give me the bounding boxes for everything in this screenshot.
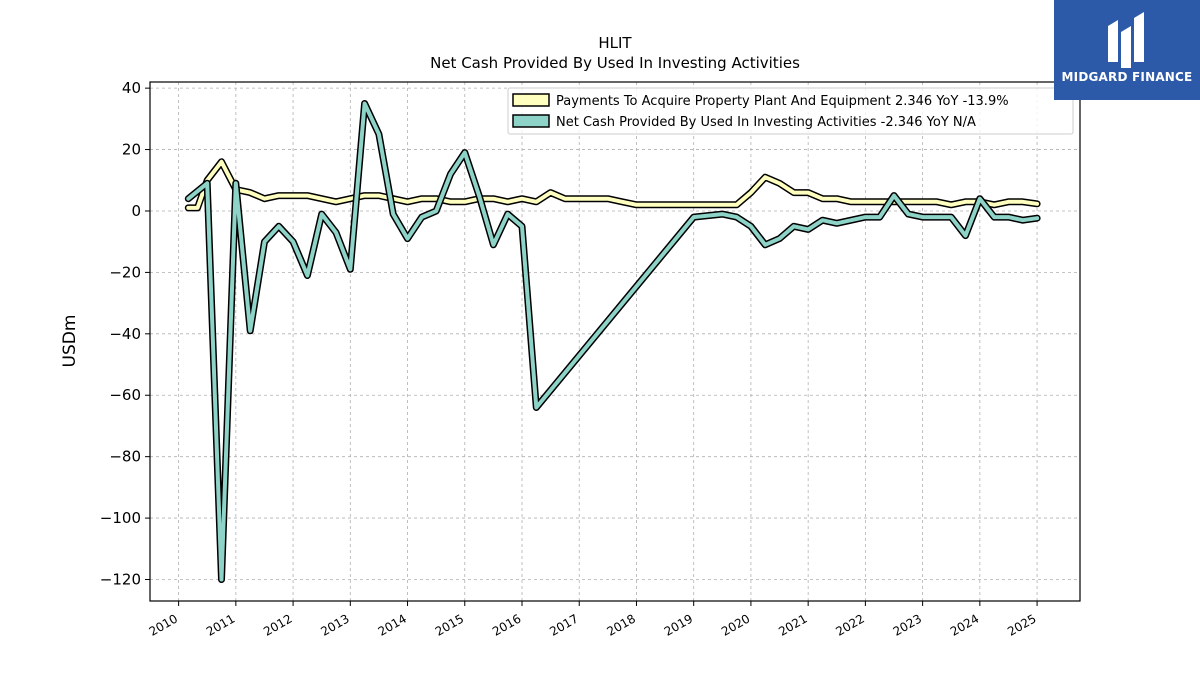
x-tick-label: 2022 bbox=[833, 611, 866, 638]
brand-logo: MIDGARD FINANCE bbox=[1054, 0, 1200, 100]
y-tick-label: −100 bbox=[100, 509, 141, 527]
x-tick-label: 2011 bbox=[204, 611, 237, 638]
x-tick-label: 2024 bbox=[948, 611, 981, 638]
y-tick-label: −40 bbox=[109, 325, 141, 343]
x-tick-label: 2020 bbox=[719, 611, 752, 638]
x-tick-label: 2018 bbox=[605, 611, 638, 638]
x-tick-label: 2012 bbox=[261, 611, 294, 638]
x-tick-label: 2025 bbox=[1005, 611, 1038, 638]
y-tick-label: −120 bbox=[100, 571, 141, 589]
legend-label-payments: Payments To Acquire Property Plant And E… bbox=[556, 94, 1009, 109]
y-tick-label: −60 bbox=[109, 386, 141, 404]
y-tick-label: 0 bbox=[131, 202, 141, 220]
legend-label-net-cash: Net Cash Provided By Used In Investing A… bbox=[556, 115, 976, 130]
series-line-0 bbox=[186, 159, 1040, 210]
legend-swatch-payments bbox=[512, 93, 550, 107]
chart-title: HLIT bbox=[598, 34, 632, 52]
series-outline-1 bbox=[184, 100, 1041, 583]
x-tick-label: 2016 bbox=[490, 611, 523, 638]
series-line-1 bbox=[186, 101, 1040, 582]
y-axis-label: USDm bbox=[60, 315, 80, 368]
logo-text: MIDGARD FINANCE bbox=[1061, 70, 1193, 84]
legend-swatch-net-cash bbox=[512, 114, 550, 128]
x-tick-label: 2013 bbox=[318, 611, 351, 638]
y-tick-label: 20 bbox=[122, 141, 141, 159]
x-tick-label: 2015 bbox=[433, 611, 466, 638]
legend: Payments To Acquire Property Plant And E… bbox=[507, 87, 1074, 135]
y-tick-label: 40 bbox=[122, 79, 141, 97]
x-tick-label: 2019 bbox=[662, 611, 695, 638]
x-tick-label: 2014 bbox=[376, 611, 409, 638]
y-tick-label: −20 bbox=[109, 263, 141, 281]
plot-frame bbox=[149, 81, 1081, 602]
series-lines bbox=[184, 100, 1041, 583]
axis-ticks: 2010 2011 2012 2013 2014 2015 2016 2017 2018 2019… bbox=[100, 79, 1039, 639]
x-tick-label: 2017 bbox=[547, 611, 580, 638]
x-tick-label: 2021 bbox=[776, 611, 809, 638]
x-tick-label: 2010 bbox=[147, 611, 180, 638]
chart-subtitle: Net Cash Provided By Used In Investing A… bbox=[430, 54, 800, 72]
grid bbox=[150, 82, 1080, 601]
legend-box bbox=[507, 87, 1074, 135]
x-tick-label: 2023 bbox=[891, 611, 924, 638]
logo-mark-icon bbox=[1108, 12, 1144, 68]
y-tick-label: −80 bbox=[109, 448, 141, 466]
